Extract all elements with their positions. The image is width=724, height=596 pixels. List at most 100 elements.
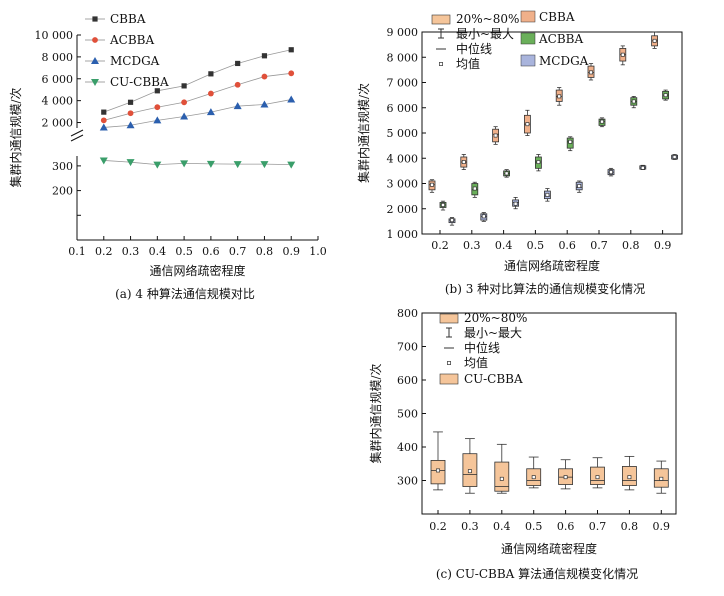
x-tick-label: 0.7: [589, 520, 607, 533]
data-point-ACBBA: [261, 73, 268, 80]
mean-marker: [461, 160, 466, 164]
y-tick-label: 500: [397, 408, 418, 421]
box-CBBA: [587, 63, 595, 81]
legend-label: 最小~最大: [456, 27, 514, 41]
box-ACBBA: [471, 181, 479, 198]
box-CU-CBBA: [430, 431, 446, 491]
series-line-CBBA: [103, 49, 292, 113]
data-point-MCDGA: [233, 102, 242, 110]
box-MCDGA: [639, 164, 647, 171]
x-tick-label: 0.8: [621, 520, 639, 533]
mean-marker: [672, 155, 677, 159]
y-tick-label: 300: [52, 160, 73, 173]
mean-marker: [513, 201, 518, 206]
box-ACBBA: [566, 136, 574, 152]
y-tick-label: 5 000: [387, 127, 419, 140]
legend-label: CBBA: [539, 10, 575, 24]
mean-marker: [600, 119, 604, 124]
data-point-CU-CBBA: [99, 157, 108, 165]
axis-break-mark: [70, 129, 84, 137]
x-tick-label: 0.3: [122, 245, 140, 258]
box-CBBA: [651, 31, 658, 49]
data-point-CU-CBBA: [153, 161, 162, 169]
box-CBBA: [492, 126, 500, 145]
box-MCDGA: [448, 217, 456, 226]
mean-marker: [536, 160, 541, 164]
x-tick-label: 0.6: [558, 239, 576, 252]
mean-marker: [659, 476, 664, 481]
box-ACBBA: [439, 200, 447, 211]
legend-label: 中位线: [464, 340, 500, 355]
axis-break-mark: [70, 134, 84, 142]
box-CU-CBBA: [558, 459, 573, 490]
box-MCDGA: [544, 188, 551, 202]
box-ACBBA: [598, 117, 606, 128]
data-point-CBBA: [181, 83, 187, 89]
y-axis-label: 集群内通信规模/次: [356, 83, 371, 183]
data-point-CU-CBBA: [287, 161, 296, 169]
mean-marker: [504, 171, 509, 176]
x-axis-label: 通信网络疏密程度: [501, 541, 597, 556]
data-point-ACBBA: [234, 81, 241, 88]
y-tick-label: 3 000: [387, 178, 419, 191]
box-ACBBA: [662, 89, 669, 101]
x-tick-label: 0.9: [282, 245, 300, 258]
x-tick-label: 0.4: [495, 239, 513, 252]
y-tick-label: 9 000: [387, 26, 419, 39]
x-tick-label: 0.9: [654, 239, 672, 252]
mean-marker: [640, 165, 645, 170]
box-ACBBA: [535, 154, 542, 172]
legend-label: CBBA: [110, 12, 146, 26]
box-CU-CBBA: [526, 456, 542, 489]
legend-mean-swatch: [439, 62, 443, 66]
mean-marker: [430, 182, 434, 187]
y-tick-label: 800: [397, 307, 418, 320]
data-point-CBBA: [208, 71, 214, 77]
x-tick-label: 0.7: [229, 245, 247, 258]
box-ACBBA: [630, 95, 638, 109]
mean-marker: [577, 184, 582, 188]
y-tick-label: 7 000: [387, 77, 419, 90]
box-MCDGA: [575, 180, 583, 193]
y-tick-label: 300: [397, 475, 418, 488]
data-point-CU-CBBA: [260, 161, 269, 169]
legend-label: 最小~最大: [464, 326, 522, 340]
legend-label: MCDGA: [539, 54, 589, 68]
panel-c-box-chart: 300 400 500 600 700 800 0.2 0.3 0.4 0.5 0.6 0.7 0.8 0…: [368, 307, 677, 581]
x-tick-label: 1.0: [309, 245, 327, 258]
box-MCDGA: [480, 212, 488, 222]
mean-marker: [436, 468, 440, 473]
y-tick-label: 2 000: [387, 203, 419, 216]
x-axis-label: 通信网络疏密程度: [504, 258, 600, 273]
legend-box-swatch: [431, 14, 451, 25]
mean-marker: [441, 203, 445, 207]
y-axis-label: 集群内通信规模/次: [8, 87, 23, 187]
mean-marker: [467, 469, 472, 474]
x-tick-label: 0.5: [525, 520, 543, 533]
legend-marker: [91, 57, 99, 64]
panel-a-line-chart: 2 000 4 000 6 000 8 000 10 000 200 300 0.1 0.2 0.…: [8, 12, 327, 301]
x-tick-label: 0.4: [493, 520, 511, 533]
y-tick-label: 6 000: [42, 73, 74, 86]
x-tick-label: 0.1: [68, 245, 86, 258]
y-tick-label: 8 000: [387, 51, 419, 64]
data-point-CU-CBBA: [233, 161, 242, 169]
legend-label: 均值: [464, 355, 488, 370]
series-line-MCDGA: [103, 99, 292, 128]
mean-marker: [557, 94, 562, 99]
legend-label: CU-CBBA: [110, 75, 169, 89]
legend-box-swatch: [439, 313, 459, 324]
box-CU-CBBA: [622, 455, 637, 491]
y-axis-label: 集群内通信规模/次: [368, 363, 383, 463]
y-tick-label: 10 000: [35, 29, 74, 42]
x-tick-label: 0.7: [590, 239, 608, 252]
y-tick-label: 700: [397, 341, 418, 354]
mean-marker: [450, 218, 454, 223]
x-tick-label: 0.4: [149, 245, 167, 258]
box-CU-CBBA: [494, 443, 510, 494]
x-tick-label: 0.2: [431, 239, 449, 252]
y-tick-label: 2 000: [42, 117, 74, 130]
box-MCDGA: [671, 154, 678, 160]
box-CBBA: [428, 179, 436, 193]
